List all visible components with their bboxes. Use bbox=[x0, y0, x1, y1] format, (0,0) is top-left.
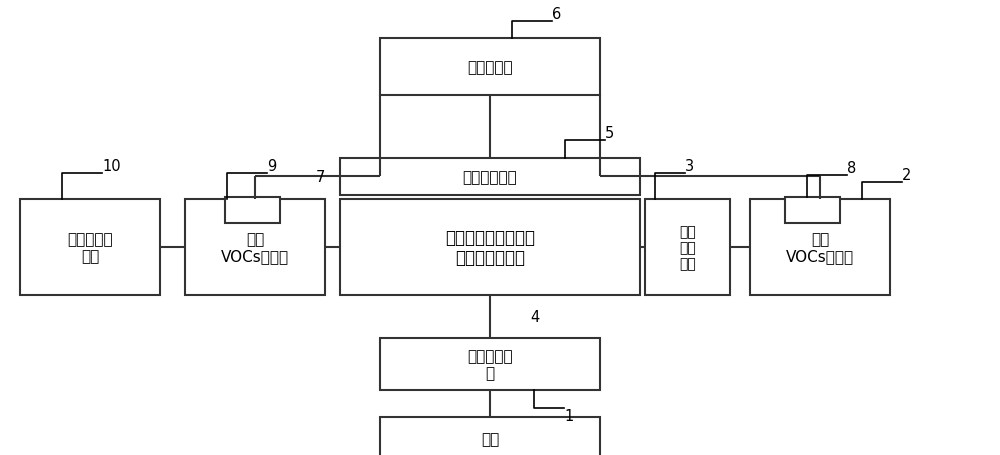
Text: 霓虹灯调压
器: 霓虹灯调压 器 bbox=[467, 349, 513, 381]
Text: 9: 9 bbox=[267, 159, 276, 174]
FancyBboxPatch shape bbox=[785, 197, 840, 223]
Text: 5: 5 bbox=[605, 126, 614, 141]
Text: 第二
VOCs缓冲室: 第二 VOCs缓冲室 bbox=[221, 231, 289, 263]
Text: 市电: 市电 bbox=[481, 431, 499, 446]
Text: 副产物处理
装置: 副产物处理 装置 bbox=[67, 231, 113, 263]
Text: 7: 7 bbox=[316, 169, 325, 184]
FancyBboxPatch shape bbox=[750, 200, 890, 295]
FancyBboxPatch shape bbox=[340, 158, 640, 195]
Text: 10: 10 bbox=[102, 159, 121, 174]
FancyBboxPatch shape bbox=[380, 339, 600, 390]
Text: 电器控制器: 电器控制器 bbox=[467, 60, 513, 75]
FancyBboxPatch shape bbox=[20, 200, 160, 295]
Text: 1: 1 bbox=[564, 408, 573, 423]
FancyBboxPatch shape bbox=[380, 39, 600, 96]
FancyBboxPatch shape bbox=[185, 200, 325, 295]
Text: 2: 2 bbox=[902, 167, 911, 182]
Text: 多级介质阻挡放电等
离子体发生装置: 多级介质阻挡放电等 离子体发生装置 bbox=[445, 228, 535, 267]
Text: 3: 3 bbox=[685, 159, 694, 174]
Text: 6: 6 bbox=[552, 7, 561, 22]
Text: 气流
控制
装置: 气流 控制 装置 bbox=[679, 224, 696, 271]
FancyBboxPatch shape bbox=[645, 200, 730, 295]
FancyBboxPatch shape bbox=[380, 417, 600, 455]
FancyBboxPatch shape bbox=[340, 200, 640, 295]
Text: 4: 4 bbox=[530, 309, 539, 324]
Text: 温差发电装置: 温差发电装置 bbox=[463, 169, 517, 184]
FancyBboxPatch shape bbox=[225, 197, 280, 223]
Text: 第一
VOCs缓冲室: 第一 VOCs缓冲室 bbox=[786, 231, 854, 263]
Text: 8: 8 bbox=[847, 161, 856, 176]
